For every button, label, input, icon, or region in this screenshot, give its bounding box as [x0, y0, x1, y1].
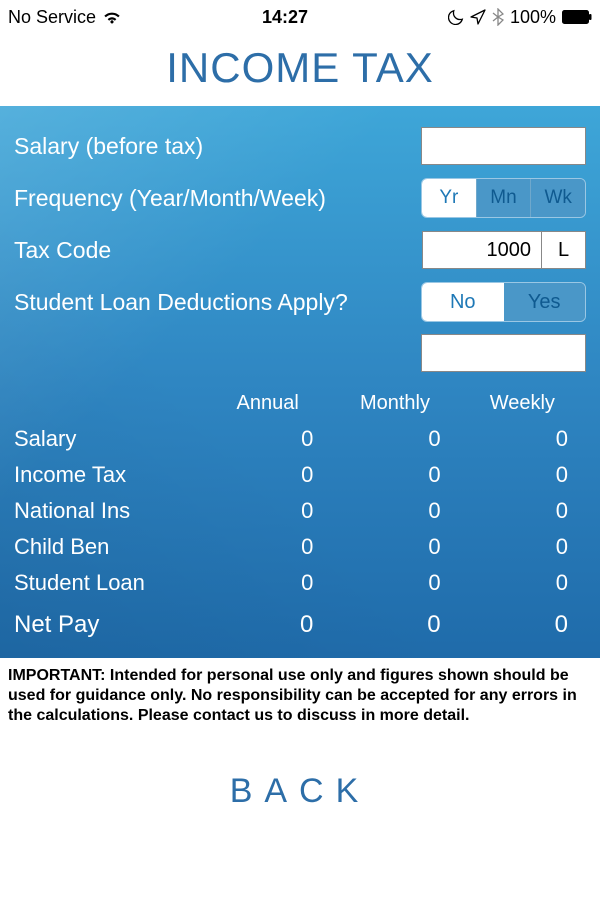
results-annual: 0	[204, 534, 331, 560]
do-not-disturb-icon	[448, 9, 464, 25]
results-weekly: 0	[459, 462, 586, 488]
taxcode-row: Tax Code L	[14, 224, 586, 276]
results-monthly: 0	[331, 570, 458, 596]
salary-input[interactable]	[421, 127, 586, 165]
battery-percent: 100%	[510, 7, 556, 28]
wifi-icon	[102, 10, 122, 24]
student-loan-yes-button[interactable]: Yes	[504, 283, 586, 321]
results-label: National Ins	[14, 498, 204, 524]
page-title: INCOME TAX	[0, 34, 600, 106]
results-row-income-tax: Income Tax 0 0 0	[14, 457, 586, 493]
results-row-salary: Salary 0 0 0	[14, 421, 586, 457]
student-loan-label: Student Loan Deductions Apply?	[14, 289, 421, 316]
results-annual: 0	[204, 498, 331, 524]
results-annual: 0	[204, 426, 331, 452]
status-right: 100%	[448, 7, 592, 28]
status-time: 14:27	[262, 7, 308, 28]
frequency-month-button[interactable]: Mn	[476, 179, 531, 217]
bluetooth-icon	[492, 8, 504, 26]
results-annual: 0	[204, 570, 331, 596]
salary-label: Salary (before tax)	[14, 133, 421, 160]
results-weekly: 0	[459, 498, 586, 524]
results-weekly: 0	[459, 426, 586, 452]
results-header-blank	[14, 404, 204, 410]
taxcode-letter-button[interactable]: L	[542, 231, 586, 269]
battery-icon	[562, 10, 592, 24]
carrier-text: No Service	[8, 7, 96, 28]
results-label: Net Pay	[14, 611, 204, 639]
results-row-child-ben: Child Ben 0 0 0	[14, 529, 586, 565]
frequency-year-button[interactable]: Yr	[422, 179, 476, 217]
results-weekly: 0	[459, 611, 586, 639]
results-label: Child Ben	[14, 534, 204, 560]
salary-row: Salary (before tax)	[14, 120, 586, 172]
results-header-weekly: Weekly	[459, 392, 586, 421]
student-loan-row: Student Loan Deductions Apply? No Yes	[14, 276, 586, 328]
results-row-national-ins: National Ins 0 0 0	[14, 493, 586, 529]
results-label: Student Loan	[14, 570, 204, 596]
calculator-panel: Salary (before tax) Frequency (Year/Mont…	[0, 106, 600, 658]
student-loan-no-button[interactable]: No	[422, 283, 504, 321]
results-monthly: 0	[331, 498, 458, 524]
extra-input[interactable]	[421, 334, 586, 372]
results-row-net-pay: Net Pay 0 0 0	[14, 601, 586, 644]
student-loan-toggle: No Yes	[421, 282, 586, 322]
results-header-monthly: Monthly	[331, 392, 458, 421]
frequency-label: Frequency (Year/Month/Week)	[14, 185, 421, 212]
frequency-row: Frequency (Year/Month/Week) Yr Mn Wk	[14, 172, 586, 224]
results-weekly: 0	[459, 534, 586, 560]
results-weekly: 0	[459, 570, 586, 596]
frequency-segmented: Yr Mn Wk	[421, 178, 586, 218]
taxcode-label: Tax Code	[14, 237, 422, 264]
disclaimer-text: IMPORTANT: Intended for personal use onl…	[0, 658, 600, 726]
results-monthly: 0	[331, 534, 458, 560]
results-annual: 0	[204, 611, 331, 639]
results-monthly: 0	[331, 462, 458, 488]
results-monthly: 0	[331, 611, 458, 639]
status-bar: No Service 14:27 100%	[0, 0, 600, 34]
extra-input-row	[14, 328, 586, 388]
back-button[interactable]: BACK	[0, 726, 600, 811]
results-monthly: 0	[331, 426, 458, 452]
results-table: Annual Monthly Weekly Salary 0 0 0 Incom…	[14, 392, 586, 644]
results-header-row: Annual Monthly Weekly	[14, 392, 586, 421]
results-label: Income Tax	[14, 462, 204, 488]
status-left: No Service	[8, 7, 122, 28]
frequency-week-button[interactable]: Wk	[530, 179, 585, 217]
results-row-student-loan: Student Loan 0 0 0	[14, 565, 586, 601]
results-label: Salary	[14, 426, 204, 452]
results-annual: 0	[204, 462, 331, 488]
results-header-annual: Annual	[204, 392, 331, 421]
location-icon	[470, 9, 486, 25]
taxcode-input-group: L	[422, 231, 586, 269]
taxcode-number-input[interactable]	[422, 231, 542, 269]
